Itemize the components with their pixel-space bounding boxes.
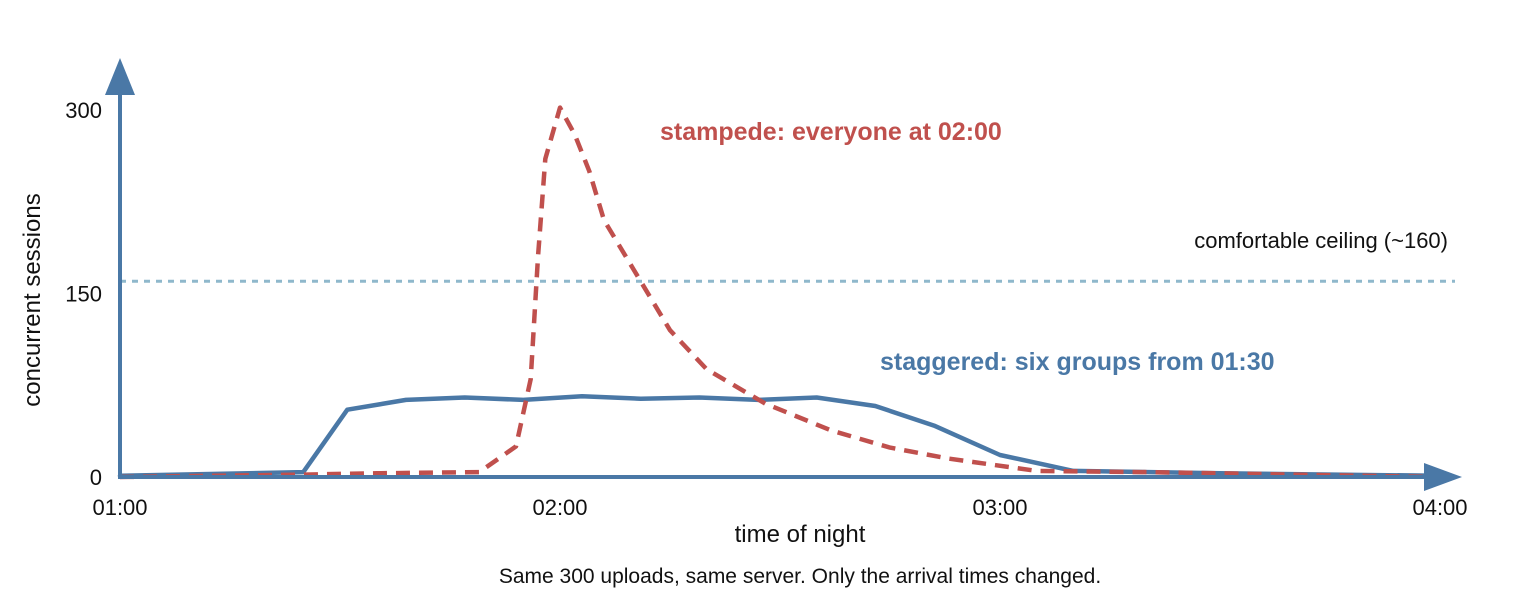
- x-tick-label: 03:00: [972, 495, 1027, 520]
- x-axis-title: time of night: [735, 521, 866, 548]
- y-axis-arrowhead: [105, 58, 135, 95]
- x-tick-label: 01:00: [92, 495, 147, 520]
- y-tick-label: 300: [65, 98, 102, 123]
- chart-caption: Same 300 uploads, same server. Only the …: [499, 565, 1101, 588]
- staggered-series-label: staggered: six groups from 01:30: [880, 348, 1275, 376]
- x-tick-label: 04:00: [1412, 495, 1467, 520]
- y-axis-title: concurrent sessions: [19, 193, 46, 406]
- x-tick-labels: 01:00 02:00 03:00 04:00: [92, 495, 1467, 520]
- x-axis-arrowhead: [1424, 463, 1462, 491]
- x-tick-label: 02:00: [532, 495, 587, 520]
- y-tick-labels: 0 150 300: [65, 98, 102, 490]
- comfortable-ceiling-label: comfortable ceiling (~160): [1194, 228, 1448, 253]
- y-tick-label: 150: [65, 282, 102, 307]
- y-tick-label: 0: [90, 465, 102, 490]
- series-line-stampede: [119, 105, 1441, 480]
- stampede-series-label: stampede: everyone at 02:00: [660, 118, 1002, 146]
- series-line-staggered: [117, 394, 1443, 479]
